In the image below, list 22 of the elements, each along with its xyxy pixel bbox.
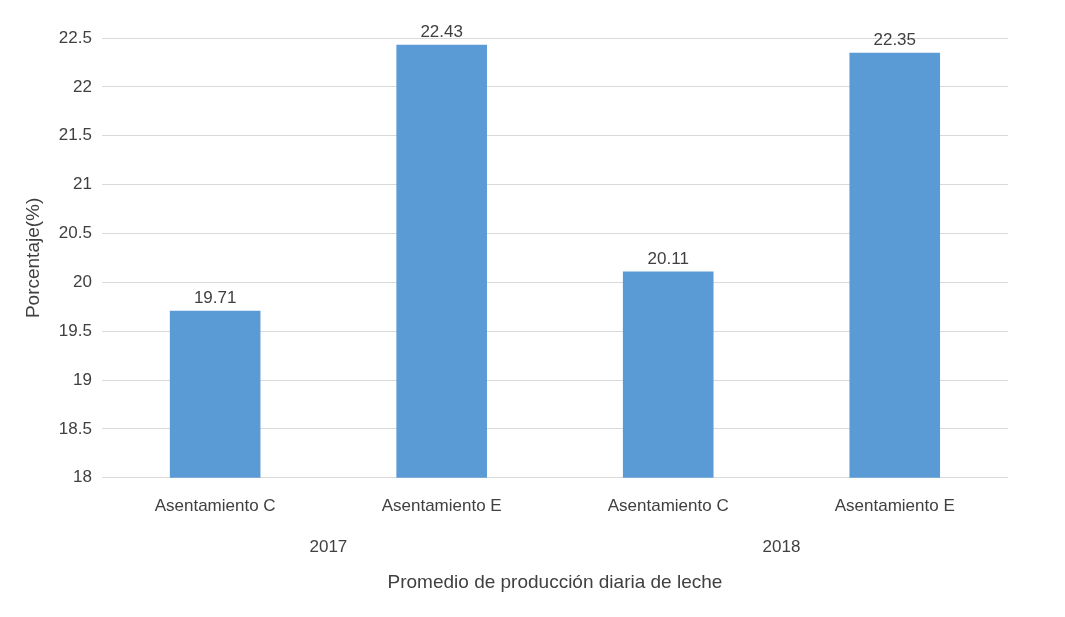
- y-tick-label: 18.5: [58, 418, 92, 438]
- y-tick-label: 18: [72, 467, 92, 487]
- x-axis-title: Promedio de producción diaria de leche: [387, 570, 723, 592]
- x-tick-label: Asentamiento E: [834, 495, 955, 515]
- y-tick-label: 21.5: [58, 125, 92, 145]
- y-tick-label: 21: [72, 174, 92, 194]
- text: 2018: [762, 537, 801, 557]
- x-tick-label: Asentamiento E: [381, 495, 502, 515]
- x-tick-label: Asentamiento C: [154, 495, 276, 515]
- data-label: 19.71: [193, 287, 237, 307]
- y-tick-label: 22: [72, 76, 92, 96]
- x-tick-label: Asentamiento C: [607, 495, 729, 515]
- y-axis-title: Porcentaje(%): [21, 197, 43, 319]
- text: 2017: [309, 537, 348, 557]
- y-tick-label: 22.5: [58, 27, 92, 47]
- y-tick-label: 19.5: [58, 320, 92, 340]
- data-label: 20.11: [647, 248, 689, 268]
- y-tick-label: 19: [72, 369, 92, 389]
- data-label: 22.35: [873, 29, 917, 49]
- data-label: 22.43: [420, 22, 463, 42]
- y-tick-label: 20.5: [58, 223, 92, 243]
- y-tick-label: 20: [72, 272, 92, 292]
